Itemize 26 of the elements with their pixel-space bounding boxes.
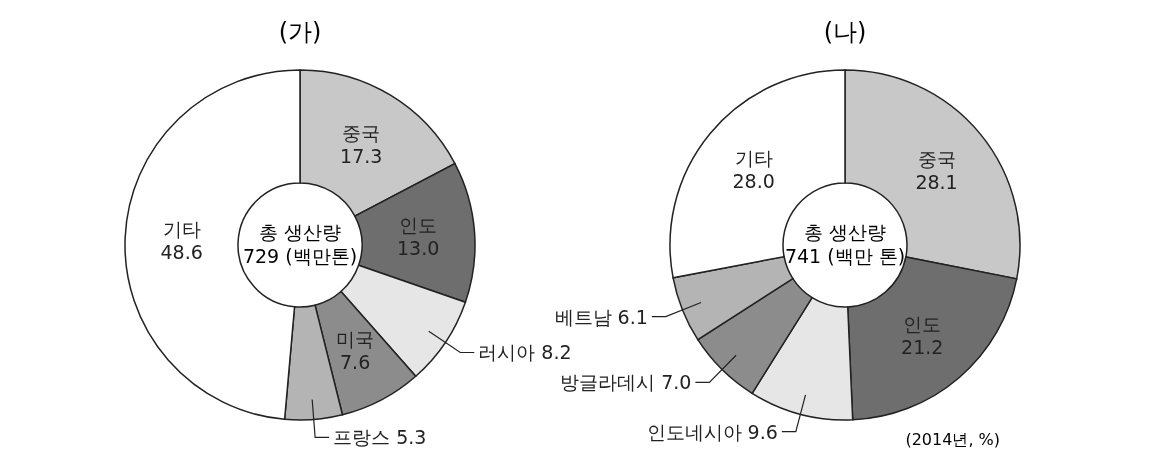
data-label: 48.6 [160, 240, 203, 263]
chart-title: (나) [823, 18, 867, 46]
data-label: 17.3 [340, 144, 383, 167]
data-label: 13.0 [397, 237, 440, 260]
data-label: 28.1 [915, 170, 958, 193]
text: (2014년, %) [905, 430, 1000, 449]
data-label: 7.6 [340, 350, 371, 373]
slice-label: 프랑스 5.3 [333, 426, 427, 449]
slice-label: 방글라데시 7.0 [560, 371, 692, 394]
slice-label: 기타 [162, 217, 201, 240]
slice-label: 기타 [734, 147, 773, 170]
chart-title: (가) [278, 18, 322, 46]
slice-label: 인도 [399, 214, 438, 237]
slice-label: 러시아 8.2 [478, 341, 572, 364]
slice-label: 인도 [903, 312, 942, 335]
text: 729 (백만톤) [242, 245, 358, 267]
slice-label: 미국 [336, 327, 375, 350]
text: 총 생산량 [803, 221, 887, 243]
slice-label: 중국 [342, 121, 381, 144]
data-label: 21.2 [901, 335, 944, 358]
text: 총 생산량 [258, 221, 342, 243]
data-label: 28.0 [732, 170, 775, 193]
slice-label: 중국 [917, 147, 956, 170]
slice-label: 베트남 6.1 [554, 305, 648, 328]
slice-label: 인도네시아 9.6 [646, 420, 778, 443]
text: 741 (백만 톤) [784, 245, 906, 267]
